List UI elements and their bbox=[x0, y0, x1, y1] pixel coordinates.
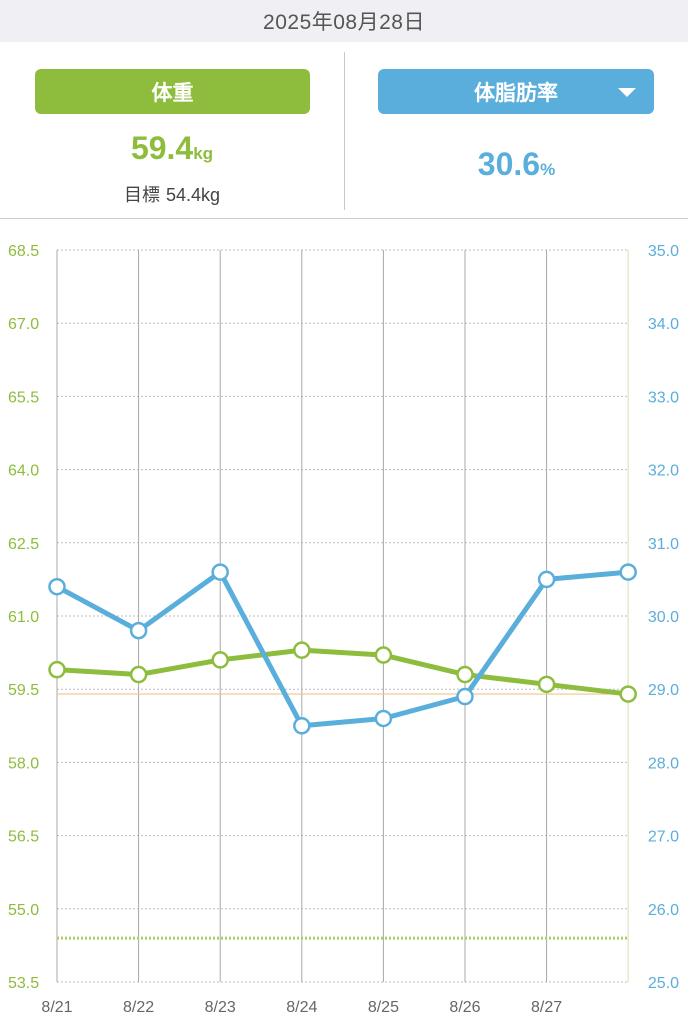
left-tick-label: 62.5 bbox=[8, 536, 39, 553]
weight-number: 59.4 bbox=[130, 130, 194, 166]
panel-divider bbox=[344, 52, 345, 210]
weight-goal: 目標 54.4kg bbox=[0, 181, 344, 207]
left-tick-label: 68.5 bbox=[8, 243, 39, 260]
left-tick-label: 67.0 bbox=[8, 316, 39, 333]
left-tick-label: 59.5 bbox=[8, 682, 39, 699]
left-tick-label: 64.0 bbox=[8, 463, 39, 480]
bodyfat-panel: 体脂肪率 30.6% bbox=[345, 42, 688, 218]
left-tick-label: 61.0 bbox=[8, 609, 39, 626]
bodyfat-dropdown-button[interactable]: 体脂肪率 bbox=[378, 69, 654, 114]
weight-data-point bbox=[619, 685, 637, 703]
right-tick-label: 32.0 bbox=[648, 463, 679, 480]
header-divider bbox=[0, 218, 688, 219]
weight-data-point bbox=[211, 651, 229, 669]
weight-unit: kg bbox=[193, 144, 214, 163]
bodyfat-data-point bbox=[456, 687, 474, 706]
left-tick-label: 55.0 bbox=[8, 902, 39, 919]
right-tick-label: 33.0 bbox=[648, 389, 679, 406]
weight-data-point bbox=[293, 641, 311, 659]
right-tick-label: 26.0 bbox=[648, 902, 679, 919]
right-tick-label: 35.0 bbox=[648, 243, 679, 260]
date-header[interactable]: 2025年08月28日 bbox=[0, 0, 688, 42]
bodyfat-button-label: 体脂肪率 bbox=[474, 81, 558, 105]
x-tick-label: 8/24 bbox=[286, 999, 317, 1016]
bodyfat-data-point bbox=[619, 563, 637, 581]
weight-data-point bbox=[537, 675, 556, 694]
bodyfat-data-point bbox=[374, 709, 393, 728]
bodyfat-unit: % bbox=[540, 160, 556, 179]
dropdown-caret-icon bbox=[618, 88, 636, 97]
date-label: 2025年08月28日 bbox=[263, 11, 425, 34]
weight-data-point bbox=[374, 646, 393, 664]
bodyfat-number: 30.6 bbox=[477, 146, 541, 182]
right-tick-label: 25.0 bbox=[648, 975, 679, 992]
right-tick-label: 28.0 bbox=[648, 755, 679, 772]
bodyfat-value: 30.6% bbox=[345, 146, 688, 183]
weight-value: 59.4kg bbox=[0, 130, 344, 167]
weight-data-point bbox=[48, 660, 66, 679]
bodyfat-data-point bbox=[537, 570, 556, 589]
left-tick-label: 53.5 bbox=[8, 975, 39, 992]
weight-button-label: 体重 bbox=[151, 81, 194, 105]
weight-panel: 体重 59.4kg 目標 54.4kg bbox=[0, 42, 344, 218]
right-tick-label: 31.0 bbox=[648, 536, 679, 553]
x-tick-label: 8/26 bbox=[449, 999, 480, 1016]
weight-series-line bbox=[54, 647, 631, 697]
bodyfat-data-point bbox=[48, 577, 66, 596]
x-tick-label: 8/25 bbox=[368, 999, 399, 1016]
left-tick-label: 58.0 bbox=[8, 755, 39, 772]
right-tick-label: 29.0 bbox=[648, 682, 679, 699]
left-tick-label: 56.5 bbox=[8, 829, 39, 846]
x-tick-label: 8/21 bbox=[41, 999, 72, 1016]
bodyfat-series-line bbox=[54, 569, 631, 729]
right-tick-label: 34.0 bbox=[648, 316, 679, 333]
left-tick-label: 65.5 bbox=[8, 389, 39, 406]
weight-button[interactable]: 体重 bbox=[35, 69, 310, 114]
weight-data-point bbox=[456, 665, 474, 684]
right-tick-label: 30.0 bbox=[648, 609, 679, 626]
goal-value: 54.4kg bbox=[165, 185, 221, 205]
bodyfat-data-point bbox=[211, 563, 229, 581]
right-tick-label: 27.0 bbox=[648, 829, 679, 846]
x-tick-label: 8/22 bbox=[123, 999, 154, 1016]
weight-bodyfat-chart[interactable]: 68.5 67.0 65.5 64.0 62.5 61.0 59.5 58.0 56.5 55.0… bbox=[0, 220, 688, 1024]
weight-data-point bbox=[129, 665, 148, 684]
x-tick-label: 8/27 bbox=[531, 999, 562, 1016]
x-tick-label: 8/23 bbox=[205, 999, 236, 1016]
bodyfat-data-point bbox=[129, 621, 148, 640]
bodyfat-data-point bbox=[293, 717, 311, 735]
goal-label: 目標 bbox=[123, 185, 160, 205]
